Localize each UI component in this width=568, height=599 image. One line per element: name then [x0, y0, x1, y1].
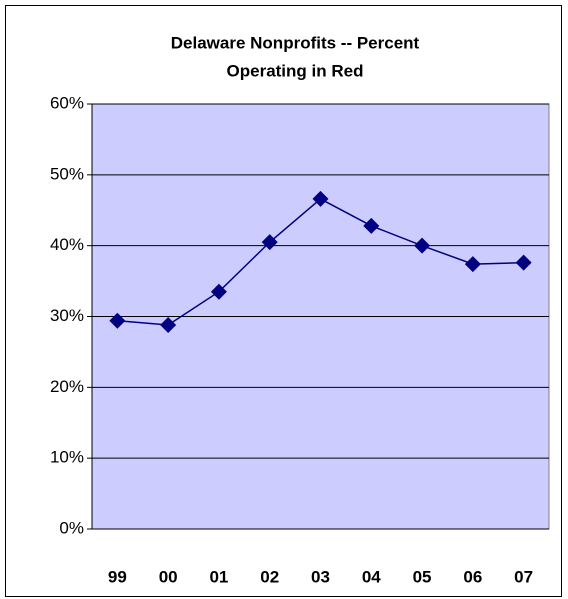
y-tick-label: 30% — [50, 306, 84, 325]
marker — [363, 217, 380, 234]
x-tick-label: 00 — [159, 567, 178, 586]
marker — [414, 237, 431, 254]
marker — [312, 190, 329, 207]
chart-title: Delaware Nonprofits -- Percent — [171, 33, 420, 52]
x-tick-label: 01 — [209, 567, 228, 586]
x-tick-label: 05 — [413, 567, 432, 586]
y-tick-label: 40% — [50, 235, 84, 254]
marker — [109, 312, 126, 329]
y-tick-label: 20% — [50, 377, 84, 396]
chart-title: Operating in Red — [227, 61, 364, 80]
marker — [261, 234, 278, 251]
marker — [160, 317, 177, 333]
marker — [515, 254, 532, 271]
y-tick-label: 10% — [50, 448, 84, 467]
marker — [464, 256, 481, 273]
x-tick-label: 04 — [362, 567, 381, 586]
x-tick-label: 06 — [463, 567, 482, 586]
x-tick-label: 99 — [108, 567, 127, 586]
x-tick-label: 03 — [311, 567, 330, 586]
y-tick-label: 50% — [50, 164, 84, 183]
x-tick-label: 02 — [260, 567, 279, 586]
marker — [210, 283, 227, 300]
y-tick-label: 60% — [50, 93, 84, 112]
y-tick-label: 0% — [59, 518, 84, 537]
x-tick-label: 07 — [514, 567, 533, 586]
